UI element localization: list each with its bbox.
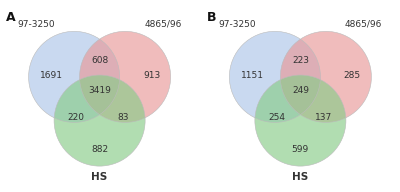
Text: 4865/96: 4865/96 xyxy=(345,20,382,29)
Text: 254: 254 xyxy=(268,113,285,122)
Text: 83: 83 xyxy=(118,113,129,122)
Text: 285: 285 xyxy=(344,70,361,79)
Text: HS: HS xyxy=(292,172,308,182)
Text: 1151: 1151 xyxy=(241,70,264,79)
Text: 882: 882 xyxy=(91,145,108,154)
Text: 97-3250: 97-3250 xyxy=(218,20,256,29)
Text: HS: HS xyxy=(92,172,108,182)
Text: 4865/96: 4865/96 xyxy=(144,20,182,29)
Text: 249: 249 xyxy=(292,86,309,95)
Circle shape xyxy=(54,75,145,166)
Text: 137: 137 xyxy=(316,113,333,122)
Text: 913: 913 xyxy=(143,70,160,79)
Text: 223: 223 xyxy=(292,56,309,65)
Text: 3419: 3419 xyxy=(88,86,111,95)
Text: 608: 608 xyxy=(91,56,108,65)
Text: 220: 220 xyxy=(68,113,84,122)
Circle shape xyxy=(255,75,346,166)
Text: 599: 599 xyxy=(292,145,309,154)
Circle shape xyxy=(80,31,171,122)
Circle shape xyxy=(229,31,320,122)
Text: B: B xyxy=(207,11,216,24)
Circle shape xyxy=(280,31,372,122)
Text: A: A xyxy=(6,11,16,24)
Text: 1691: 1691 xyxy=(40,70,63,79)
Text: 97-3250: 97-3250 xyxy=(18,20,55,29)
Circle shape xyxy=(28,31,120,122)
